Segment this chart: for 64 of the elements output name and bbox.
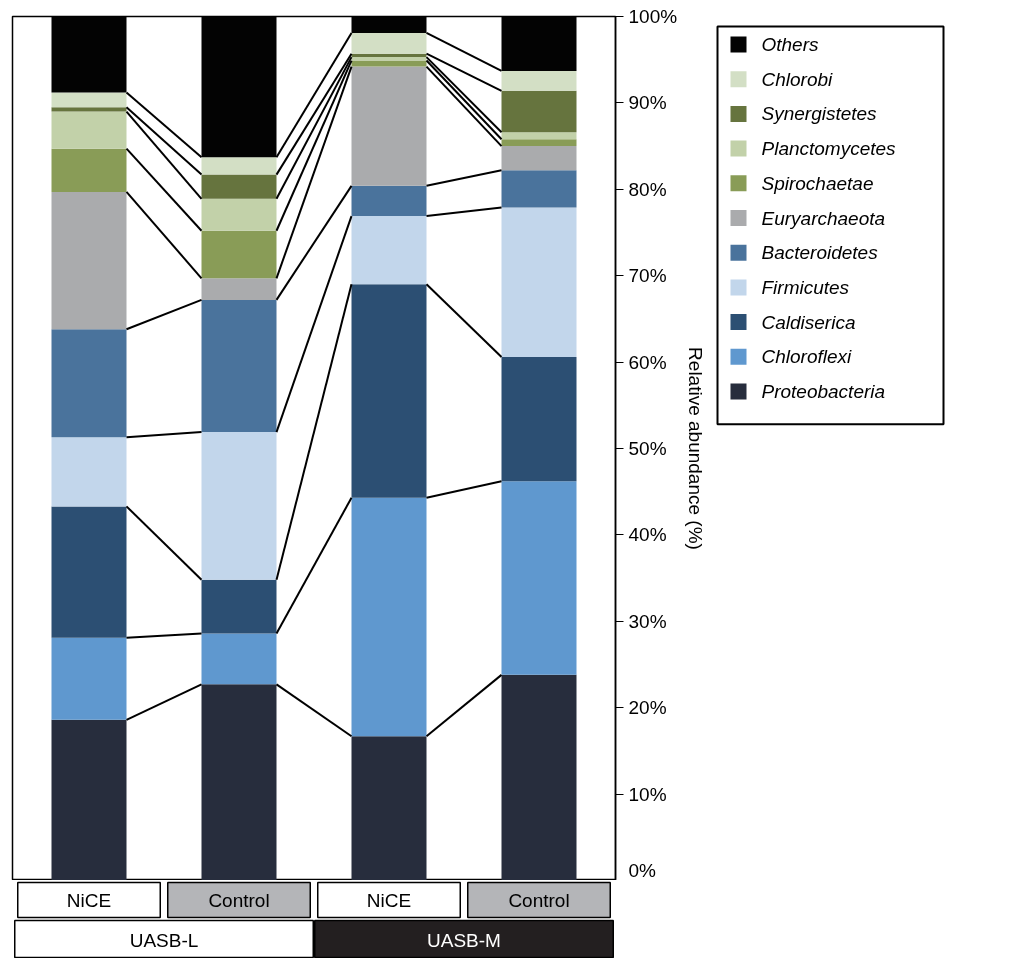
y-tick-label: 50% <box>628 438 667 459</box>
y-tick-label: 90% <box>628 92 667 114</box>
bar <box>51 107 127 112</box>
legend-label: Synergistetes <box>761 103 878 125</box>
legend-label: Euryarchaeota <box>761 207 886 229</box>
bar <box>51 191 127 330</box>
legend-label: Firmicutes <box>761 276 850 298</box>
legend-label: Caldiserica <box>761 311 856 333</box>
y-tick-label: 0% <box>628 859 657 881</box>
x-tick-label: Control <box>508 889 570 911</box>
bar <box>201 174 277 199</box>
bar <box>351 185 427 217</box>
bar <box>501 207 577 357</box>
bar <box>501 90 577 133</box>
y-tick-label: 100% <box>628 6 678 27</box>
bar <box>201 278 277 300</box>
bar <box>351 66 427 186</box>
bar <box>501 70 577 91</box>
bar <box>51 148 127 192</box>
y-tick-label: 30% <box>628 610 667 632</box>
x-tick-label: NiCE <box>366 889 412 911</box>
text: UASB-L <box>129 930 199 952</box>
legend-label: Spirochaetae <box>761 172 874 194</box>
bar <box>201 432 277 580</box>
bar <box>501 170 577 208</box>
x-tick-label: NiCE <box>66 889 112 911</box>
bar <box>201 157 277 175</box>
y-tick-label: 20% <box>628 697 667 719</box>
bar <box>501 146 577 171</box>
bar <box>351 57 427 61</box>
y-tick-label: 60% <box>628 351 667 373</box>
y-tick-label: 80% <box>628 178 667 200</box>
bar <box>501 481 577 675</box>
bar <box>351 216 427 285</box>
bar <box>51 637 127 720</box>
bar <box>351 60 427 67</box>
legend-label: Planctomycetes <box>761 138 897 160</box>
legend-label: Bacteroidetes <box>761 242 879 264</box>
bar <box>51 437 127 507</box>
bar <box>501 356 577 482</box>
bar <box>501 132 577 140</box>
y-axis-title: Relative abundance (%) <box>685 347 707 550</box>
x-tick-label: Control <box>208 889 270 911</box>
y-tick-label: 10% <box>628 783 667 805</box>
bar <box>51 506 127 638</box>
bar <box>201 633 277 685</box>
legend-label: Others <box>761 34 820 55</box>
bar <box>51 111 127 149</box>
legend-label: Chlorobi <box>761 68 834 90</box>
bar <box>351 497 427 737</box>
legend-label: Proteobacteria <box>761 381 886 402</box>
legend-label: Chloroflexi <box>761 346 853 368</box>
bar <box>201 198 277 231</box>
bar <box>501 139 577 147</box>
bar <box>51 92 127 108</box>
text: UASB-M <box>427 930 501 952</box>
bar <box>201 230 277 279</box>
bar <box>201 299 277 433</box>
bar <box>51 329 127 438</box>
bar <box>351 32 427 54</box>
y-tick-label: 70% <box>628 265 667 287</box>
bar <box>351 284 427 498</box>
y-tick-label: 40% <box>628 524 667 546</box>
bar <box>201 579 277 634</box>
